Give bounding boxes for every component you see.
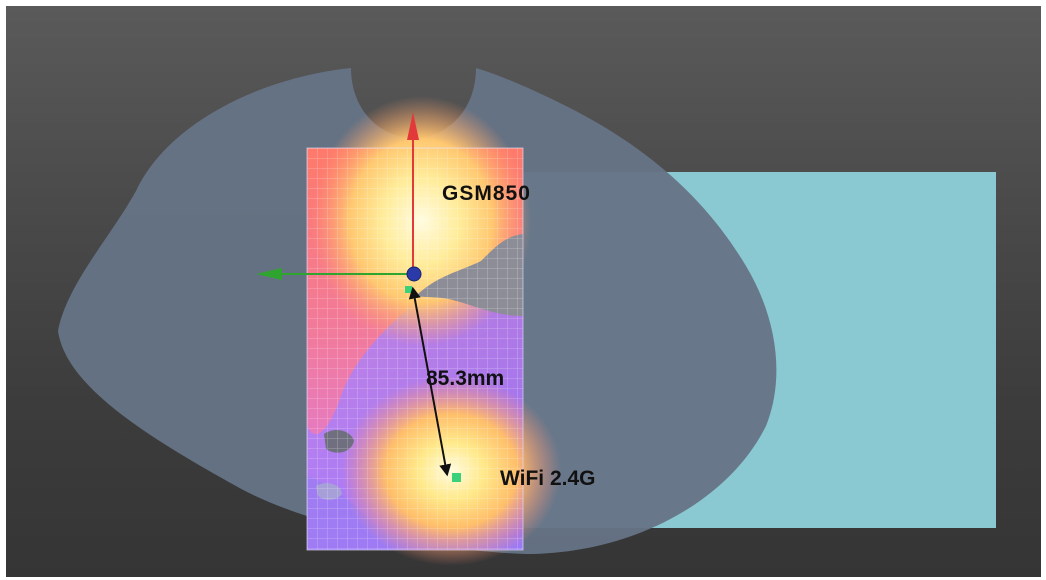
- red-arrow-icon[interactable]: [407, 112, 419, 140]
- coordinate-axes[interactable]: [256, 112, 422, 282]
- scene-canvas[interactable]: [6, 6, 1041, 577]
- origin-sphere-icon[interactable]: [406, 266, 422, 282]
- distance-arrow: [408, 286, 452, 477]
- antenna-label-gsm850: GSM850: [442, 182, 531, 205]
- 3d-viewport[interactable]: GSM850 85.3mm WiFi 2.4G: [6, 6, 1041, 577]
- distance-label: 85.3mm: [426, 367, 505, 390]
- feed-marker-wifi[interactable]: [452, 473, 461, 482]
- antenna-label-wifi: WiFi 2.4G: [500, 467, 596, 490]
- sar-distribution: [306, 96, 561, 566]
- feed-marker-gsm[interactable]: [405, 286, 412, 293]
- green-arrow-icon[interactable]: [256, 268, 282, 280]
